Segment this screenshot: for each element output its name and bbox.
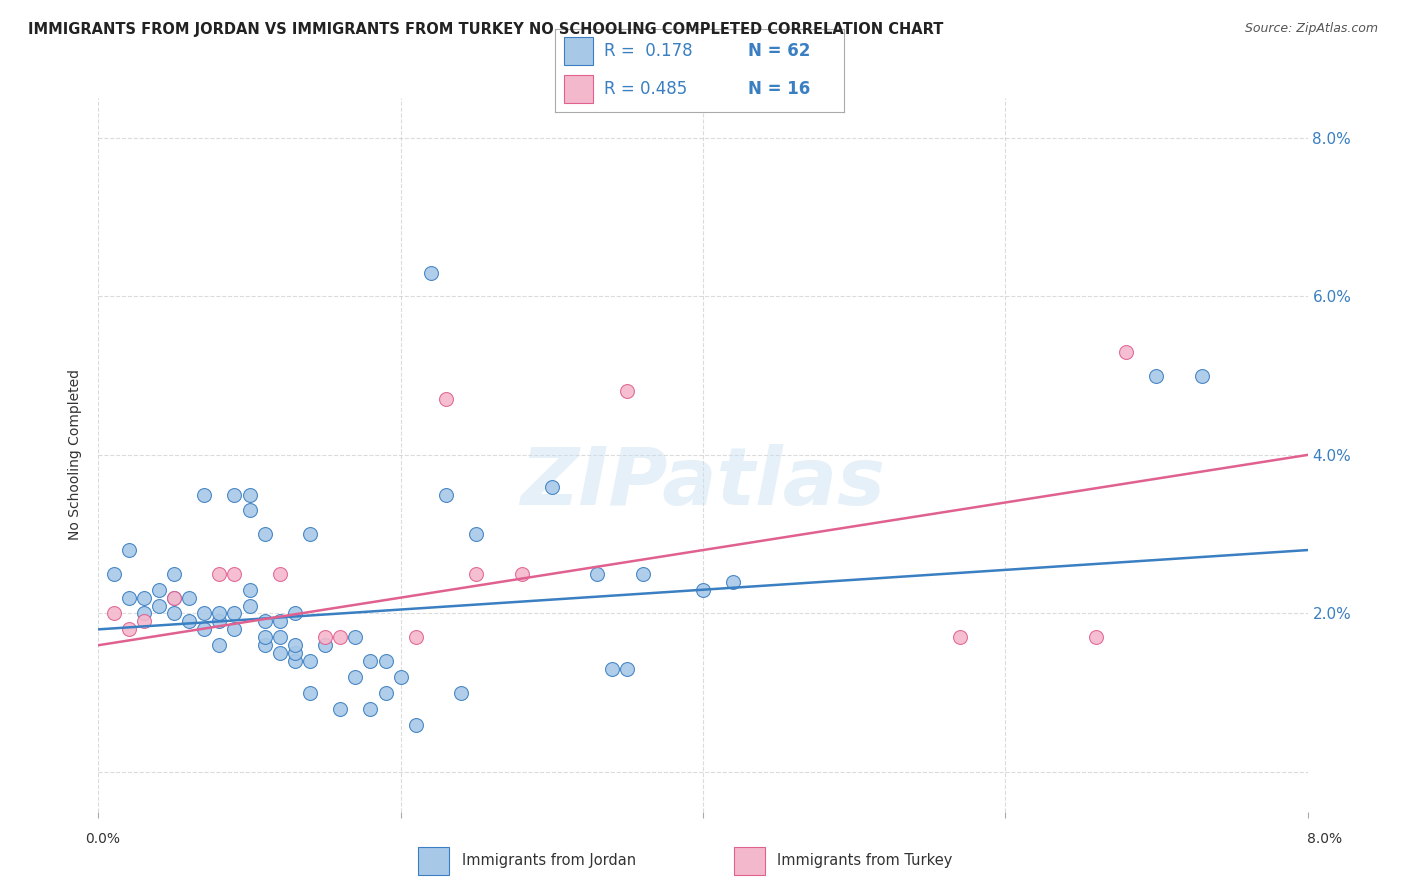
Point <box>329 630 352 644</box>
Text: N = 62: N = 62 <box>748 42 811 60</box>
Point <box>253 638 276 652</box>
Point <box>193 487 215 501</box>
Point <box>450 686 472 700</box>
Point <box>299 527 322 541</box>
Point <box>284 654 307 668</box>
FancyBboxPatch shape <box>734 847 765 875</box>
Point <box>314 630 336 644</box>
Text: ZIPatlas: ZIPatlas <box>520 444 886 523</box>
Point <box>344 670 367 684</box>
Point <box>224 566 246 581</box>
Point <box>269 566 291 581</box>
Point <box>208 566 231 581</box>
Point <box>103 566 125 581</box>
Point <box>510 566 533 581</box>
Point <box>314 638 336 652</box>
Point <box>208 615 231 629</box>
Point <box>269 646 291 660</box>
Point <box>284 638 307 652</box>
Point <box>434 487 457 501</box>
Text: R =  0.178: R = 0.178 <box>605 42 693 60</box>
Text: Source: ZipAtlas.com: Source: ZipAtlas.com <box>1244 22 1378 36</box>
Point <box>179 591 201 605</box>
Point <box>148 582 170 597</box>
Point <box>118 591 141 605</box>
Text: Immigrants from Jordan: Immigrants from Jordan <box>461 854 636 868</box>
FancyBboxPatch shape <box>419 847 450 875</box>
FancyBboxPatch shape <box>564 76 593 103</box>
Text: Immigrants from Turkey: Immigrants from Turkey <box>778 854 953 868</box>
Text: N = 16: N = 16 <box>748 80 811 98</box>
Point <box>723 574 745 589</box>
Point <box>616 662 638 676</box>
Point <box>224 607 246 621</box>
Point <box>602 662 624 676</box>
Point <box>224 487 246 501</box>
Point <box>374 654 396 668</box>
Point <box>1191 368 1213 383</box>
Point <box>103 607 125 621</box>
Point <box>405 630 427 644</box>
Point <box>118 543 141 558</box>
Text: 0.0%: 0.0% <box>86 832 120 846</box>
Point <box>949 630 972 644</box>
Point <box>132 591 155 605</box>
Point <box>329 701 352 715</box>
Point <box>132 615 155 629</box>
Point <box>239 487 262 501</box>
Point <box>224 623 246 637</box>
Point <box>465 566 488 581</box>
Point <box>299 686 322 700</box>
Point <box>239 599 262 613</box>
Point <box>208 607 231 621</box>
FancyBboxPatch shape <box>564 37 593 65</box>
Point <box>208 638 231 652</box>
Point <box>374 686 396 700</box>
Point <box>253 527 276 541</box>
Point <box>389 670 412 684</box>
Text: R = 0.485: R = 0.485 <box>605 80 688 98</box>
Point <box>193 623 215 637</box>
Point <box>541 480 564 494</box>
Point <box>163 566 186 581</box>
Point <box>253 615 276 629</box>
Point <box>163 607 186 621</box>
Point <box>420 266 443 280</box>
Point <box>344 630 367 644</box>
Point <box>193 607 215 621</box>
Point <box>1146 368 1168 383</box>
Point <box>132 607 155 621</box>
Point <box>465 527 488 541</box>
Point <box>239 582 262 597</box>
Point <box>1085 630 1108 644</box>
Point <box>179 615 201 629</box>
Point <box>284 607 307 621</box>
Point <box>269 630 291 644</box>
Point <box>692 582 714 597</box>
Point <box>405 717 427 731</box>
Point <box>360 701 382 715</box>
Point <box>299 654 322 668</box>
Point <box>239 503 262 517</box>
Text: 8.0%: 8.0% <box>1308 832 1341 846</box>
Point <box>284 646 307 660</box>
Point <box>631 566 654 581</box>
Point <box>163 591 186 605</box>
Point <box>1115 344 1137 359</box>
Text: IMMIGRANTS FROM JORDAN VS IMMIGRANTS FROM TURKEY NO SCHOOLING COMPLETED CORRELAT: IMMIGRANTS FROM JORDAN VS IMMIGRANTS FRO… <box>28 22 943 37</box>
Point <box>148 599 170 613</box>
Point <box>586 566 609 581</box>
Point <box>616 384 638 399</box>
Point <box>360 654 382 668</box>
Point <box>269 615 291 629</box>
Y-axis label: No Schooling Completed: No Schooling Completed <box>69 369 83 541</box>
Point <box>163 591 186 605</box>
Point <box>118 623 141 637</box>
Point <box>253 630 276 644</box>
Point <box>434 392 457 407</box>
